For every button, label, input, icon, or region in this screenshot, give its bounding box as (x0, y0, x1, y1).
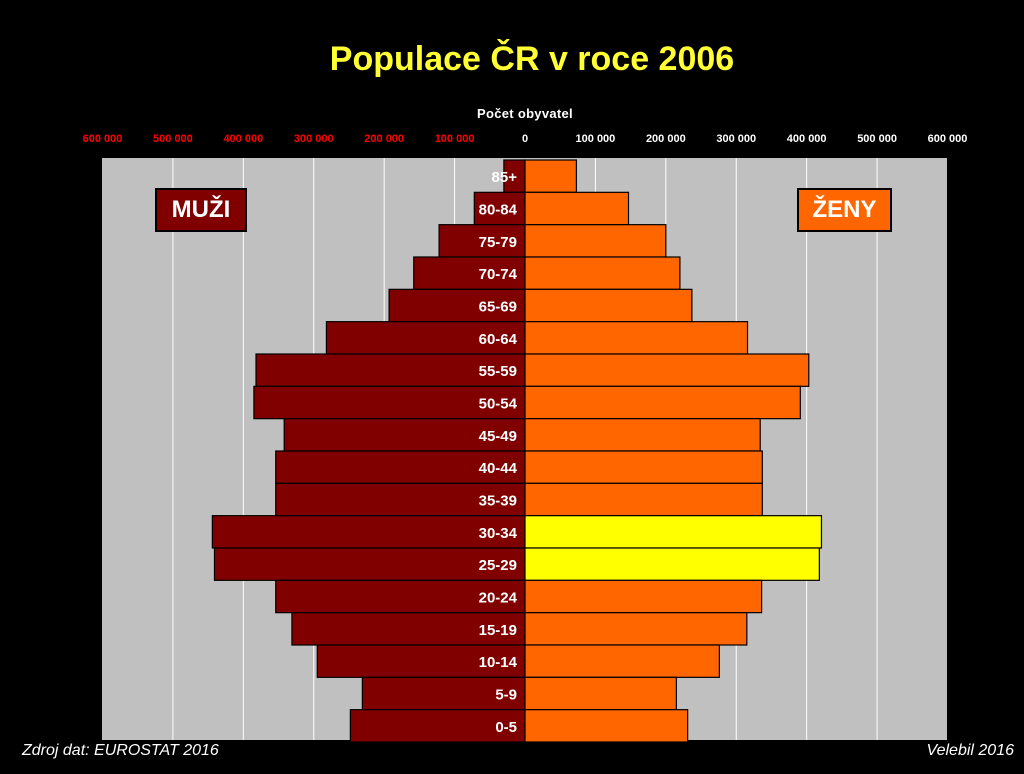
bar-women-35-39 (524, 482, 763, 517)
bar-men-0-5 (349, 709, 526, 743)
bar-men-50-54 (253, 385, 526, 420)
x-tick-label: 500 000 (153, 133, 193, 145)
x-tick-label: 400 000 (223, 133, 263, 145)
bar-women-50-54 (524, 385, 801, 420)
category-label: 75-79 (479, 234, 517, 251)
bar-women-15-19 (524, 612, 748, 646)
category-label: 10-14 (479, 654, 518, 671)
bar-women-85+ (524, 159, 578, 193)
bar-women-30-34 (524, 515, 823, 549)
category-label: 60-64 (479, 331, 518, 348)
bar-men-30-34 (211, 515, 526, 549)
x-tick-label: 0 (522, 133, 528, 145)
bar-men-40-44 (275, 450, 526, 484)
category-label: 85+ (492, 169, 518, 186)
x-tick-label: 400 000 (787, 133, 827, 145)
bar-women-10-14 (524, 644, 720, 678)
chart-title: Populace ČR v roce 2006 (329, 40, 735, 78)
category-labels: 85+ 80-84 75-79 70-74 65-69 60-64 55-59 50-54 45… (479, 169, 518, 736)
x-axis-label: Počet obyvatel (477, 106, 573, 121)
bar-women-45-49 (524, 418, 761, 452)
bar-men-25-29 (213, 547, 526, 581)
category-label: 65-69 (479, 299, 517, 316)
bar-men-45-49 (283, 418, 526, 452)
bar-women-60-64 (524, 321, 749, 355)
bar-men-35-39 (275, 482, 526, 517)
bar-women-80-84 (524, 191, 630, 226)
bar-women-25-29 (524, 547, 820, 581)
category-label: 20-24 (479, 590, 518, 607)
category-label: 0-5 (495, 719, 517, 736)
category-label: 25-29 (479, 557, 517, 574)
category-label: 30-34 (479, 525, 518, 542)
category-label: 35-39 (479, 493, 517, 510)
bar-women-75-79 (524, 224, 667, 258)
x-tick-label: 600 000 (83, 133, 123, 145)
x-tick-label: 500 000 (857, 133, 897, 145)
legend-women: ŽENY (797, 188, 892, 232)
bar-women-5-9 (524, 676, 677, 711)
category-label: 5-9 (495, 687, 517, 704)
bar-men-10-14 (316, 644, 526, 678)
x-tick-label: 100 000 (435, 133, 475, 145)
x-tick-label: 600 000 (928, 133, 968, 145)
category-label: 80-84 (479, 202, 518, 219)
bar-women-55-59 (524, 353, 810, 387)
category-label: 15-19 (479, 622, 517, 639)
x-axis-ticks: 600 000 500 000 400 000 300 000 200 000 100 0… (83, 133, 968, 145)
category-label: 40-44 (479, 460, 518, 477)
bar-women-0-5 (524, 709, 689, 743)
bar-men-80-84 (473, 191, 526, 226)
bars (211, 159, 823, 743)
x-tick-label: 200 000 (646, 133, 686, 145)
x-tick-label: 300 000 (716, 133, 756, 145)
legend-men: MUŽI (155, 188, 247, 232)
bar-women-20-24 (524, 579, 763, 614)
category-label: 45-49 (479, 428, 517, 445)
bar-women-70-74 (524, 256, 681, 290)
category-label: 50-54 (479, 396, 518, 413)
category-label: 70-74 (479, 266, 518, 283)
x-tick-label: 300 000 (294, 133, 334, 145)
bar-women-65-69 (524, 288, 693, 323)
author-note: Velebil 2016 (926, 742, 1014, 759)
bar-men-65-69 (388, 288, 526, 323)
bar-women-40-44 (524, 450, 763, 484)
x-tick-label: 200 000 (364, 133, 404, 145)
x-tick-label: 100 000 (576, 133, 616, 145)
category-label: 55-59 (479, 363, 517, 380)
source-note: Zdroj dat: EUROSTAT 2016 (22, 742, 219, 759)
